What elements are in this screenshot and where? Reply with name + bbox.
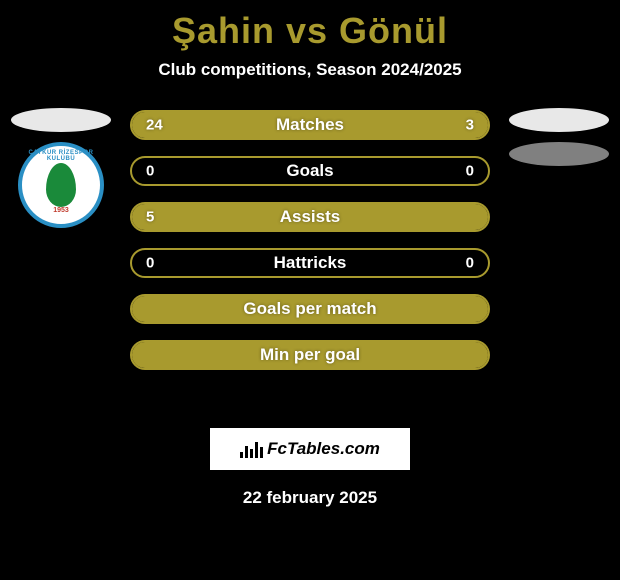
player-photo-placeholder: [11, 108, 111, 132]
stat-bar: Min per goal: [130, 340, 490, 370]
site-name: FcTables.com: [267, 439, 380, 459]
bar-fill-right: [403, 112, 488, 138]
bar-value-left: 0: [146, 255, 154, 272]
bar-label: Goals per match: [243, 299, 376, 319]
club-badge-rizespor: ÇAYKUR RİZESPOR KULÜBÜ 1953: [18, 142, 104, 228]
bar-value-left: 5: [146, 209, 154, 226]
footer-date: 22 february 2025: [0, 488, 620, 508]
club-badge-text: ÇAYKUR RİZESPOR KULÜBÜ: [22, 150, 100, 162]
stat-bar: Goals per match: [130, 294, 490, 324]
bar-value-left: 24: [146, 117, 163, 134]
bar-label: Min per goal: [260, 345, 360, 365]
stat-bar: 0 0 Goals: [130, 156, 490, 186]
player-photo-placeholder: [509, 108, 609, 132]
stat-bars: 24 3 Matches 0 0 Goals 5 Assists 0 0 Hattricks Goal…: [130, 108, 490, 370]
club-badge-placeholder: [509, 142, 609, 166]
right-player-col: [504, 108, 614, 166]
stat-bar: 0 0 Hattricks: [130, 248, 490, 278]
bar-label: Goals: [286, 161, 333, 181]
comparison-panel: ÇAYKUR RİZESPOR KULÜBÜ 1953 243Matches00…: [0, 108, 620, 408]
bar-value-right: 0: [466, 255, 474, 272]
page-title: Şahin vs Gönül: [0, 0, 620, 52]
stat-bar: 24 3 Matches: [130, 110, 490, 140]
bar-value-right: 0: [466, 163, 474, 180]
left-player-col: ÇAYKUR RİZESPOR KULÜBÜ 1953: [6, 108, 116, 228]
bar-label: Assists: [280, 207, 340, 227]
stat-bar: 5 Assists: [130, 202, 490, 232]
bar-fill-left: [132, 112, 403, 138]
bar-value-right: 3: [466, 117, 474, 134]
bars-icon: [240, 440, 263, 458]
club-badge-year: 1953: [53, 207, 69, 214]
bar-label: Matches: [276, 115, 344, 135]
page-subtitle: Club competitions, Season 2024/2025: [0, 60, 620, 80]
site-badge: FcTables.com: [208, 426, 412, 472]
bar-label: Hattricks: [274, 253, 347, 273]
leaf-icon: [46, 163, 76, 207]
bar-value-left: 0: [146, 163, 154, 180]
